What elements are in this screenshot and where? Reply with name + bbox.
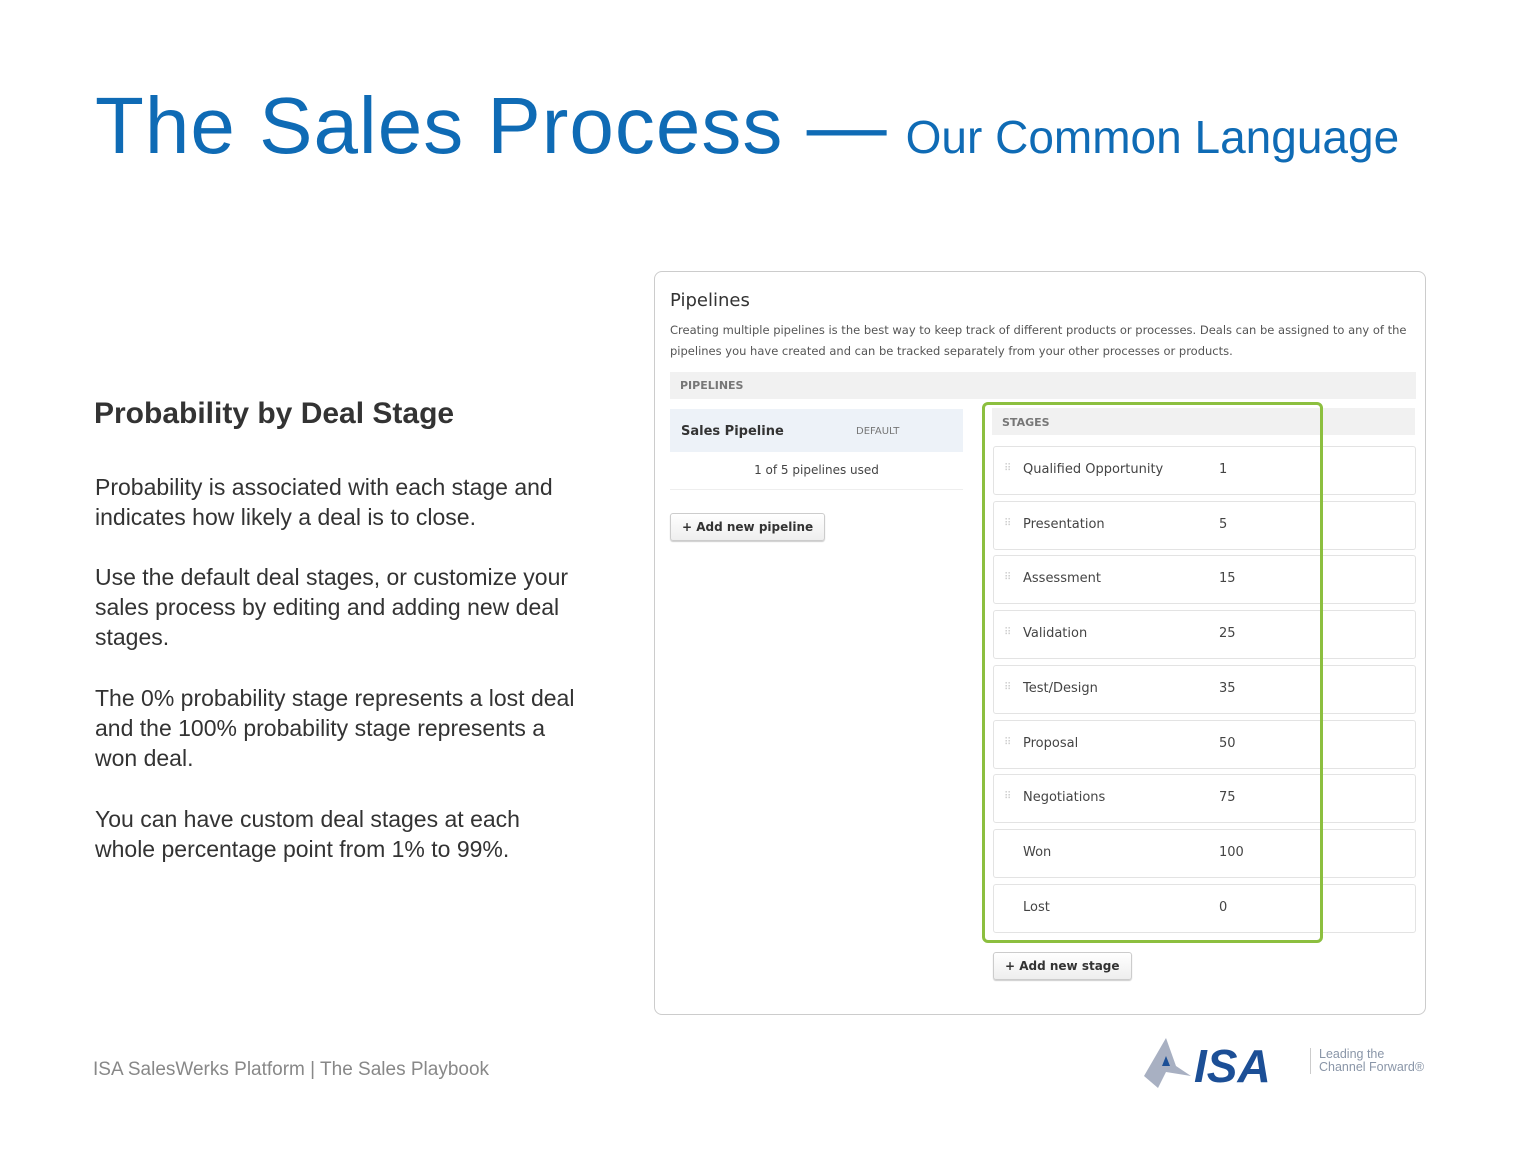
stage-probability: 75 [1219,790,1236,806]
stage-label: Presentation [1023,516,1105,532]
isa-logo: ISA [1136,1036,1296,1097]
stage-probability: 15 [1219,571,1236,587]
stage-row[interactable]: ⠿ Qualified Opportunity 1 [993,446,1416,495]
paragraph: The 0% probability stage represents a lo… [95,685,575,771]
pipeline-item[interactable]: Sales Pipeline DEFAULT [670,409,963,452]
pipelines-header: PIPELINES [670,372,1416,399]
stage-label: Lost [1023,899,1050,915]
stage-row[interactable]: Lost 0 [993,883,1416,933]
add-pipeline-button[interactable]: + Add new pipeline [670,513,826,541]
section-heading: Probability by Deal Stage [94,397,455,430]
stage-probability: 1 [1219,462,1228,477]
stage-row[interactable]: ⠿ Assessment 15 [993,555,1416,605]
stage-row[interactable]: ⠿ Proposal 50 [993,719,1416,769]
pipelines-screenshot: Pipelines Creating multiple pipelines is… [654,271,1426,1015]
footer: ISA SalesWerks Platform | The Sales Play… [93,1059,490,1080]
drag-handle-icon[interactable]: ⠿ [1004,681,1012,693]
stage-label: Assessment [1023,571,1101,587]
stage-probability: 100 [1219,844,1244,860]
tagline-line: Leading the [1319,1047,1385,1061]
stage-probability: 5 [1219,516,1228,532]
pipelines-title: Pipelines [670,290,750,311]
stage-probability: 35 [1219,680,1236,696]
stage-row[interactable]: Won 100 [993,828,1416,878]
stage-label: Won [1023,844,1052,860]
default-badge: DEFAULT [856,426,900,437]
stage-probability: 25 [1219,626,1236,642]
stage-row[interactable]: ⠿ Test/Design 35 [993,664,1416,714]
stage-label: Validation [1023,626,1088,642]
drag-handle-icon[interactable]: ⠿ [1004,736,1012,748]
drag-handle-icon[interactable]: ⠿ [1004,627,1012,639]
paragraph: Use the default deal stages, or customiz… [95,564,569,650]
stage-probability: 0 [1219,899,1228,915]
pipelines-header-label: PIPELINES [680,379,744,392]
drag-handle-icon[interactable]: ⠿ [1004,791,1012,803]
paragraph: Probability is associated with each stag… [95,474,553,530]
stages-header-label: STAGES [1002,416,1050,429]
tagline-line: Channel Forward® [1319,1060,1425,1074]
stage-label: Test/Design [1023,680,1098,696]
paragraph: You can have custom deal stages at each … [95,806,520,862]
svg-text:ISA: ISA [1194,1040,1271,1092]
drag-handle-icon[interactable]: ⠿ [1004,463,1012,474]
slide-title: The Sales Process — Our Common Language [95,80,1399,172]
pipeline-name: Sales Pipeline [681,424,784,439]
stage-label: Negotiations [1023,790,1106,806]
logo-tagline: Leading the Channel Forward® [1310,1048,1424,1074]
stage-row[interactable]: ⠿ Validation 25 [993,610,1416,660]
drag-handle-icon[interactable]: ⠿ [1004,517,1012,529]
title-subtitle: Our Common Language [905,111,1400,163]
add-stage-button[interactable]: + Add new stage [993,952,1132,980]
pipelines-usage: 1 of 5 pipelines used [670,463,963,490]
stage-label: Qualified Opportunity [1023,462,1164,477]
stage-row[interactable]: ⠿ Presentation 5 [993,500,1416,550]
title-main: The Sales Process — [95,81,888,170]
pipelines-description: Creating multiple pipelines is the best … [670,323,1407,358]
drag-handle-icon[interactable]: ⠿ [1004,572,1012,584]
stage-row[interactable]: ⠿ Negotiations 75 [993,774,1416,824]
stages-header: STAGES [992,408,1415,435]
stage-probability: 50 [1219,735,1236,751]
stage-label: Proposal [1023,735,1079,751]
